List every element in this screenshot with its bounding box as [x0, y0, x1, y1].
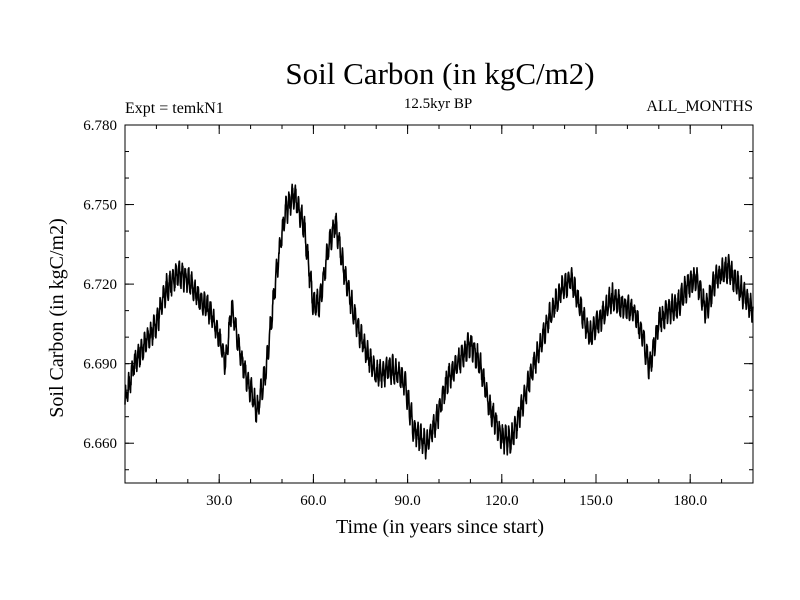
- x-axis-label: Time (in years since start): [336, 516, 544, 538]
- x-tick-label: 60.0: [300, 493, 326, 509]
- y-tick-label: 6.780: [83, 118, 117, 134]
- subtitle-center: 12.5kyr BP: [404, 96, 472, 112]
- x-tick-label: 90.0: [394, 493, 420, 509]
- x-tick-label: 120.0: [485, 493, 519, 509]
- y-tick-label: 6.660: [83, 436, 117, 452]
- subtitle-left: Expt = temkN1: [125, 100, 224, 117]
- y-tick-label: 6.720: [83, 277, 117, 293]
- subtitle-right: ALL_MONTHS: [646, 98, 753, 115]
- y-tick-label: 6.750: [83, 198, 117, 214]
- x-tick-label: 150.0: [579, 493, 613, 509]
- plot-area: 6.660 6.690 6.720 6.750 6.780 30.0 60.0 90.0 120…: [83, 118, 754, 509]
- x-tick-label: 30.0: [206, 493, 232, 509]
- x-tick-label: 180.0: [673, 493, 707, 509]
- plot-frame: [124, 124, 754, 484]
- y-axis-label: Soil Carbon (in kgC/m2): [46, 218, 68, 417]
- chart-title: Soil Carbon (in kgC/m2): [285, 56, 594, 91]
- data-series-line: [124, 183, 754, 460]
- y-tick-label: 6.690: [83, 357, 117, 373]
